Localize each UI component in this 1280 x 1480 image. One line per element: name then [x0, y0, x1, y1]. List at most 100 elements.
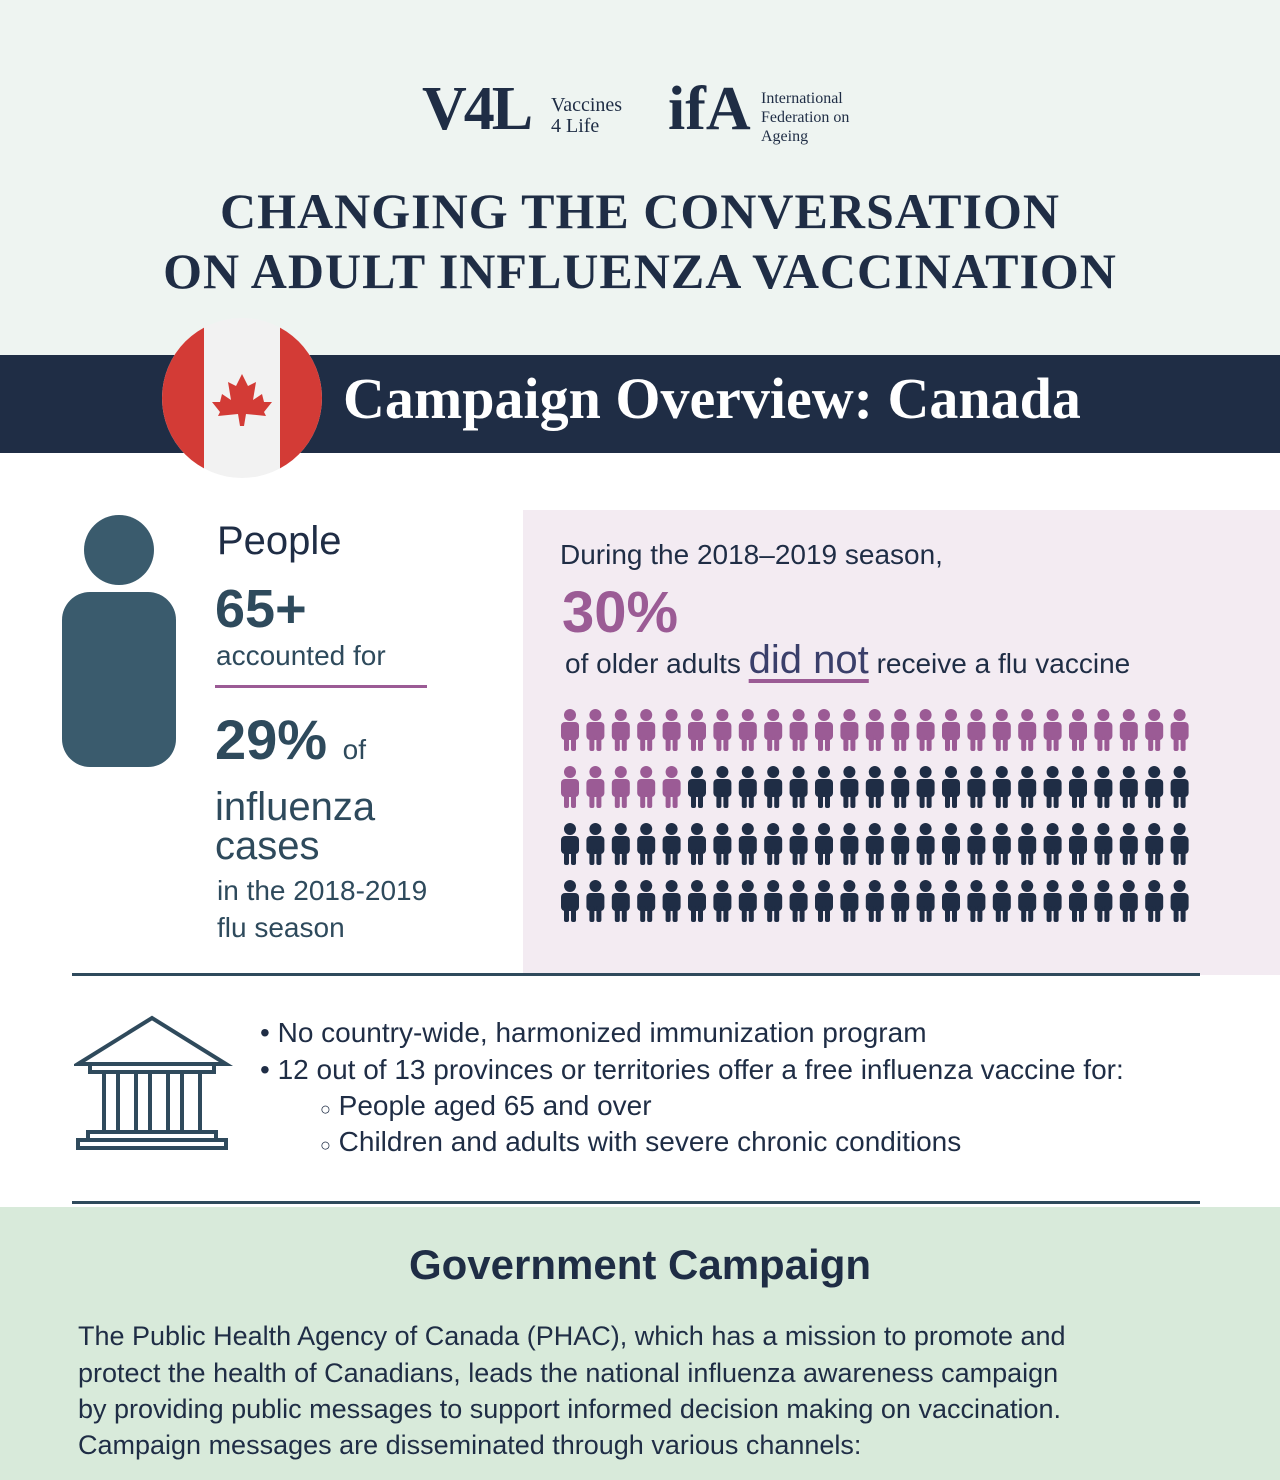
person-icon [662, 766, 681, 808]
person-icon [1069, 823, 1087, 865]
person-icon [611, 709, 630, 751]
campaign-bg [0, 1207, 1280, 1480]
person-icon [815, 766, 833, 808]
person-icon [611, 823, 630, 865]
survey-text: receive a flu vaccine [876, 648, 1131, 679]
divider [72, 1201, 1200, 1204]
person-icon [586, 709, 605, 751]
survey-line: of older adults did not receive a flu va… [565, 640, 1130, 684]
building-icon [74, 1015, 234, 1150]
person-icon [1043, 709, 1062, 751]
person-icon [561, 709, 579, 751]
person-icon [688, 766, 706, 808]
person-icon [611, 880, 630, 922]
person-icon [1094, 766, 1113, 808]
person-icon [1043, 766, 1062, 808]
person-icon [1094, 823, 1113, 865]
stat-text: influenza [215, 785, 376, 829]
ifa-name: International [761, 90, 843, 107]
person-icon [865, 766, 884, 808]
bullet-text: Children and adults with severe chronic … [338, 1126, 962, 1157]
person-icon [865, 823, 884, 865]
title: ON ADULT INFLUENZA VACCINATION [163, 243, 1117, 299]
ifa-name: Ageing [761, 128, 809, 145]
person-icon [815, 823, 833, 865]
person-icon [637, 880, 656, 922]
person-icon [967, 709, 986, 751]
banner-title: Campaign Overview: Canada [343, 366, 1081, 431]
person-icon [865, 880, 884, 922]
v4l-name: 4 Life [551, 115, 600, 137]
bullet-text: No country-wide, harmonized immunization… [277, 1017, 927, 1048]
person-icon [1119, 709, 1138, 751]
person-icon [764, 766, 783, 808]
person-icon [967, 880, 986, 922]
person-icon [891, 766, 910, 808]
person-icon [840, 709, 859, 751]
person-icon [942, 823, 960, 865]
person-icon [1043, 880, 1062, 922]
stat-text: flu season [217, 912, 345, 943]
person-icon [1145, 880, 1164, 922]
ifa-name: Federation on [761, 109, 850, 126]
header-bg [0, 0, 1280, 355]
campaign-heading: Government Campaign [408, 1241, 872, 1288]
stat-age: 65+ [215, 579, 307, 639]
bullet: • 12 out of 13 provinces or territories … [260, 1054, 1124, 1085]
person-icon [764, 823, 783, 865]
person-icon [789, 766, 808, 808]
person-icon [586, 880, 605, 922]
campaign-text: by providing public messages to support … [78, 1394, 1062, 1424]
person-icon [891, 880, 910, 922]
person-icon [840, 880, 859, 922]
person-icon [789, 709, 808, 751]
person-icon [1069, 709, 1087, 751]
person-icon [942, 880, 960, 922]
person-icon [738, 880, 757, 922]
person-icon [637, 823, 656, 865]
person-icon [738, 709, 757, 751]
person-icon [1170, 709, 1189, 751]
person-icon [1018, 766, 1037, 808]
stat-text: People [217, 519, 342, 563]
person-icon [1069, 766, 1087, 808]
person-icon [764, 880, 783, 922]
person-icon [891, 823, 910, 865]
person-icon [942, 766, 960, 808]
person-icon [789, 880, 808, 922]
person-icon [561, 766, 579, 808]
person-icon [713, 709, 732, 751]
person-icon [916, 880, 935, 922]
person-icon [662, 823, 681, 865]
person-icon [1018, 823, 1037, 865]
icon-array [561, 709, 1189, 922]
person-icon [1145, 823, 1164, 865]
v4l-logo: V4L [422, 75, 533, 143]
person-icon [611, 766, 630, 808]
person-icon [815, 880, 833, 922]
person-icon [662, 709, 681, 751]
person-icon [916, 709, 935, 751]
v4l-name: Vaccines [551, 94, 623, 116]
person-icon [62, 515, 176, 767]
campaign-text: protect the health of Canadians, leads t… [78, 1358, 1059, 1388]
person-icon [688, 709, 706, 751]
person-icon [967, 766, 986, 808]
person-icon [840, 823, 859, 865]
person-icon [713, 766, 732, 808]
person-icon [865, 709, 884, 751]
survey-share: 30% [562, 580, 679, 645]
divider [72, 973, 1200, 976]
person-icon [1018, 709, 1037, 751]
person-icon [738, 766, 757, 808]
person-icon [662, 880, 681, 922]
person-icon [1119, 766, 1138, 808]
person-icon [1094, 709, 1113, 751]
person-icon [1119, 880, 1138, 922]
person-icon [713, 880, 732, 922]
bullet-text: People aged 65 and over [338, 1090, 652, 1121]
person-icon [1094, 880, 1113, 922]
person-icon [561, 823, 579, 865]
person-icon [992, 766, 1011, 808]
person-icon [713, 823, 732, 865]
